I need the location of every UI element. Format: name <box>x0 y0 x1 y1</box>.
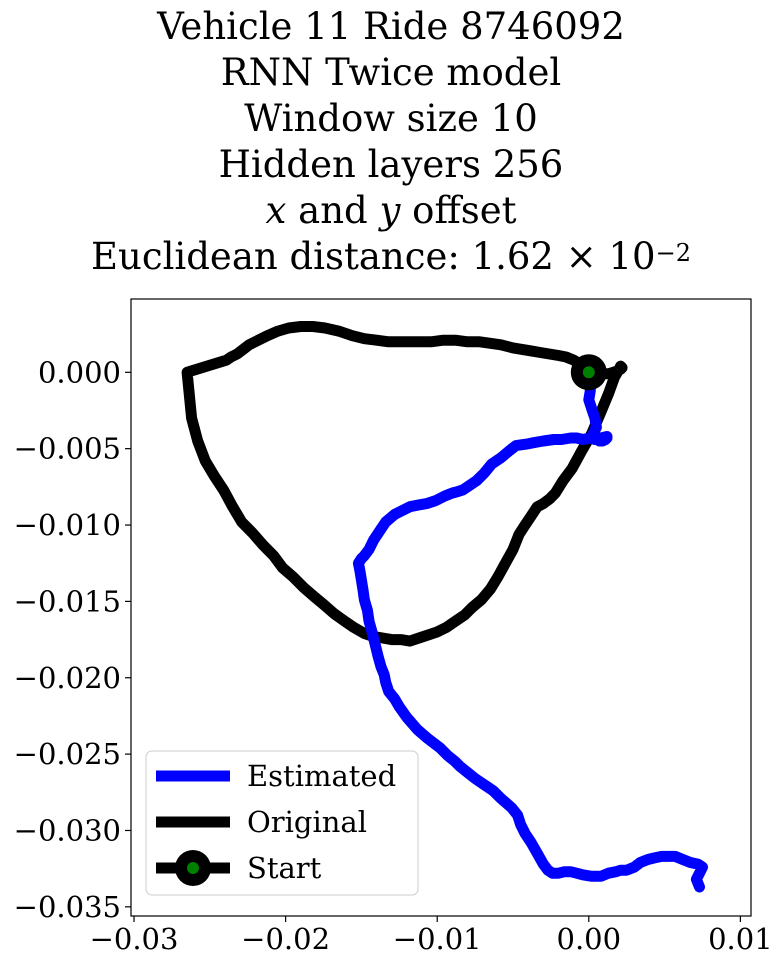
title-y-var: y <box>379 189 401 232</box>
title-x-var: x <box>265 189 287 232</box>
legend-box <box>145 750 419 896</box>
legend: Estimated Original Start <box>145 750 419 896</box>
axes-layer: −0.03 −0.02 −0.01 0.00 0.01 0.000 −0.005 −0.010… <box>14 355 773 956</box>
legend-original-label: Original <box>247 805 367 839</box>
x-tick-label: 0.01 <box>708 922 773 956</box>
plot-frame <box>130 298 752 917</box>
x-tick-label: −0.01 <box>393 922 482 956</box>
legend-start-marker-inner <box>187 862 199 874</box>
series-estimated-line <box>352 366 708 893</box>
y-tick-label: −0.010 <box>14 508 121 542</box>
legend-start-label: Start <box>247 851 322 885</box>
y-tick-label: −0.005 <box>14 432 121 466</box>
title-line-vehicle: Vehicle 11 Ride 8746092 <box>157 5 625 48</box>
x-tick-label: 0.00 <box>557 922 622 956</box>
title-distance-exponent: −2 <box>655 239 691 267</box>
title-offset-word: offset <box>400 189 517 232</box>
title-line-offset: x and y offset <box>0 188 782 234</box>
title-line-distance: Euclidean distance: 1.62 × 10−2 <box>0 234 782 280</box>
y-tick-label: 0.000 <box>38 355 121 389</box>
title-line-hidden: Hidden layers 256 <box>218 143 564 186</box>
series-original-line <box>181 321 628 647</box>
title-line-model: RNN Twice model <box>220 51 562 94</box>
legend-estimated-label: Estimated <box>247 759 396 793</box>
x-tick-label: −0.02 <box>241 922 330 956</box>
y-tick-label: −0.015 <box>14 584 121 618</box>
y-tick-label: −0.030 <box>14 813 121 847</box>
title-line-window: Window size 10 <box>244 97 538 140</box>
series-layer <box>181 321 708 893</box>
start-marker-inner <box>582 366 595 379</box>
x-tick-label: −0.03 <box>90 922 179 956</box>
chart-title: Vehicle 11 Ride 8746092 RNN Twice model … <box>0 4 782 280</box>
y-tick-label: −0.025 <box>14 737 121 771</box>
y-tick-label: −0.035 <box>14 890 121 924</box>
y-tick-label: −0.020 <box>14 661 121 695</box>
title-distance-text: Euclidean distance: 1.62 × 10 <box>91 235 656 278</box>
title-and: and <box>286 189 380 232</box>
